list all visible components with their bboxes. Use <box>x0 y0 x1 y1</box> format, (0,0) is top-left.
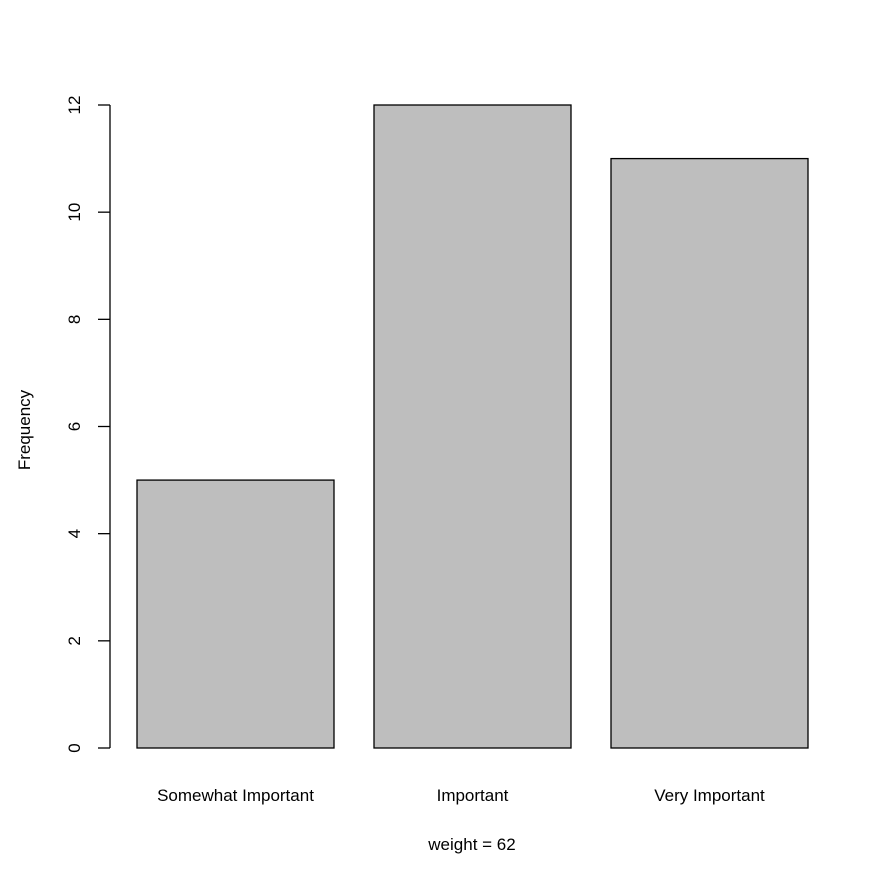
y-tick-label: 8 <box>65 315 84 324</box>
y-tick-label: 4 <box>65 529 84 538</box>
x-tick-label: Very Important <box>654 786 765 805</box>
y-tick-label: 0 <box>65 743 84 752</box>
bar-important <box>373 104 572 749</box>
y-axis: 0 2 4 6 8 10 12 <box>65 96 111 753</box>
x-axis: Somewhat Important Important Very Importan… <box>157 786 765 805</box>
y-axis-label: Frequency <box>15 389 34 470</box>
x-axis-label: weight = 62 <box>427 835 515 854</box>
y-tick-label: 2 <box>65 636 84 645</box>
bars-layer <box>136 104 809 749</box>
x-tick-label: Important <box>437 786 509 805</box>
y-tick-label: 6 <box>65 422 84 431</box>
bar-somewhat-important <box>136 479 335 749</box>
y-tick-label: 10 <box>65 203 84 222</box>
x-tick-label: Somewhat Important <box>157 786 314 805</box>
y-tick-label: 12 <box>65 96 84 115</box>
bar-very-important <box>610 157 809 749</box>
